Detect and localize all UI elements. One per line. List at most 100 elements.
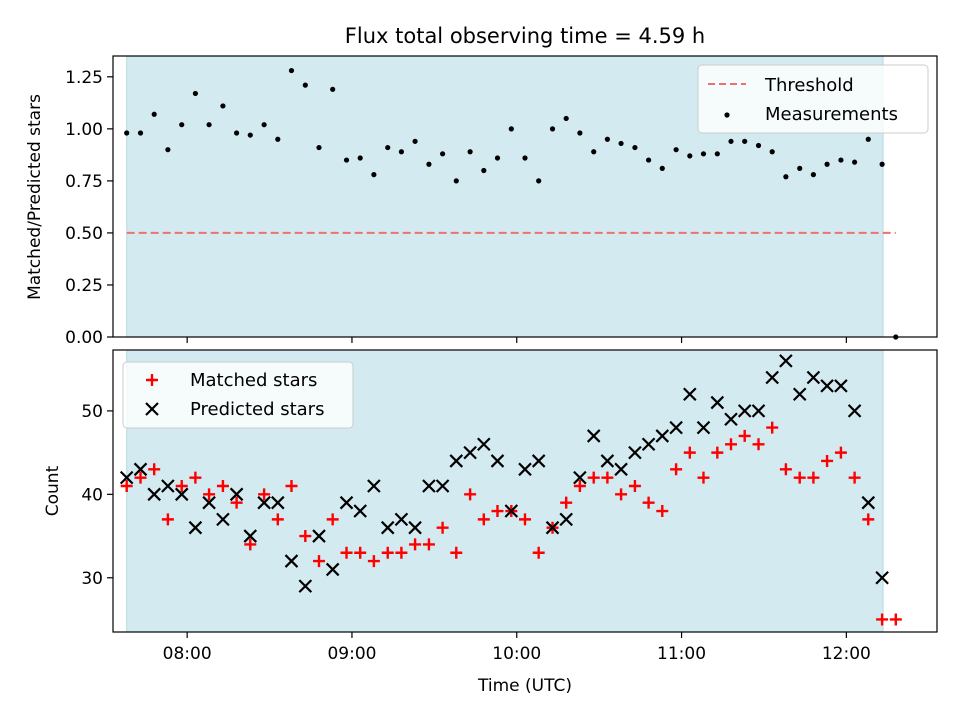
measurement-point	[563, 115, 569, 122]
measurement-point	[508, 126, 514, 132]
measurements-legend-label: Measurements	[765, 104, 898, 125]
measurement-point	[646, 157, 652, 163]
matched-star-point	[381, 546, 394, 559]
predicted-star-point	[147, 487, 161, 502]
predicted-star-point	[133, 462, 148, 477]
predicted-star-point	[875, 570, 889, 585]
measurement-point	[206, 122, 212, 128]
predicted-star-point	[174, 487, 189, 502]
matched-star-point	[793, 471, 806, 484]
measurement-point	[137, 130, 144, 136]
measurement-point	[591, 149, 597, 155]
matched-star-point	[821, 454, 834, 467]
measurement-point	[234, 130, 240, 136]
matched-star-point	[326, 513, 339, 526]
measurement-point	[659, 165, 665, 171]
measurement-point	[192, 90, 198, 97]
matched-star-point	[532, 546, 545, 559]
predicted-star-point	[394, 512, 409, 527]
matched-star-point	[203, 488, 216, 501]
measurement-point	[700, 151, 707, 157]
predicted-star-point	[779, 354, 793, 368]
measurement-point	[151, 111, 157, 117]
matched-star-point	[491, 505, 504, 518]
y-tick-label: 0.50	[65, 224, 103, 244]
y-tick-label: 0.75	[65, 172, 103, 192]
chart-title: Flux total observing time = 4.59 h	[345, 24, 705, 48]
predicted-star-point	[683, 387, 697, 401]
matched-star-point	[766, 421, 779, 434]
matched-star-point	[889, 613, 902, 626]
measurement-point	[385, 144, 391, 151]
predicted-star-point	[669, 420, 683, 435]
predicted-star-point	[573, 470, 587, 485]
measurement-point	[371, 172, 377, 178]
measurement-point	[302, 82, 308, 88]
predicted-legend-handle	[145, 402, 159, 416]
ratio-x-ticks	[186, 337, 847, 343]
measurement-point	[330, 86, 336, 92]
y-tick-label: 1.00	[65, 120, 103, 140]
matched-star-point	[120, 479, 133, 492]
predicted-star-point	[586, 429, 601, 443]
measurement-point	[769, 149, 775, 155]
predicted-star-point	[408, 520, 422, 535]
ratio-axes-frame	[112, 55, 938, 338]
matched-star-point	[422, 538, 435, 551]
count-x-ticks: 08:00 09:00 10:00 11:00 12:00	[163, 632, 871, 664]
matched-star-point	[587, 471, 600, 484]
matched-star-point	[862, 513, 875, 526]
measurement-point	[261, 122, 267, 128]
matched-star-point	[711, 446, 724, 459]
measurement-point	[604, 136, 611, 142]
ratio-y-ticks: 0.00 0.25 0.50 0.75 1.00 1.25	[65, 68, 113, 348]
predicted-star-point	[696, 420, 711, 435]
matched-star-point	[697, 471, 710, 484]
matched-star-point	[642, 496, 655, 509]
measurement-point	[220, 103, 226, 109]
matched-star-point	[409, 538, 422, 551]
matched-star-point	[271, 513, 284, 526]
matched-star-point	[161, 513, 174, 526]
predicted-star-point	[820, 379, 834, 393]
predicted-star-point	[367, 479, 381, 493]
matched-star-point	[258, 488, 271, 501]
measurement-point	[247, 132, 253, 138]
measurement-point	[714, 151, 720, 157]
y-tick-label: 50	[81, 402, 103, 422]
matched-star-point	[807, 471, 820, 484]
predicted-star-point	[188, 520, 203, 535]
matched-star-point	[230, 496, 243, 509]
measurement-point	[687, 153, 693, 159]
predicted-star-point	[655, 429, 670, 443]
predicted-star-point	[751, 404, 766, 418]
matched-star-point	[876, 613, 889, 626]
y-tick-label: 0.25	[65, 276, 103, 296]
predicted-star-point	[229, 487, 244, 502]
matched-star-point	[216, 479, 229, 492]
measurement-point	[728, 138, 734, 144]
measurement-point	[865, 136, 871, 142]
predicted-star-point	[545, 520, 560, 535]
predicted-star-point	[243, 529, 258, 543]
predicted-star-point	[435, 479, 450, 493]
measurement-point	[275, 136, 281, 142]
matched-star-point	[299, 530, 312, 543]
predicted-star-point	[477, 437, 491, 452]
measurement-point	[742, 138, 748, 144]
count-panel: 30 40 50 08:00 09:00 10:00 11:00 12:00 Count T…	[43, 349, 938, 696]
predicted-star-point	[449, 454, 464, 468]
matched-star-point	[670, 463, 683, 476]
predicted-star-point	[792, 387, 807, 401]
measurement-point	[165, 147, 171, 153]
measurement-point	[577, 130, 583, 136]
count-legend: Matched stars Predicted stars	[122, 361, 354, 429]
predicted-star-point	[202, 495, 216, 510]
matched-star-point	[395, 546, 408, 559]
matched-star-point	[573, 479, 586, 492]
predicted-star-point	[380, 520, 395, 535]
x-tick-label: 12:00	[822, 644, 871, 664]
predicted-star-point	[518, 462, 532, 477]
measurement-point	[412, 138, 418, 144]
matched-star-point	[244, 538, 257, 551]
